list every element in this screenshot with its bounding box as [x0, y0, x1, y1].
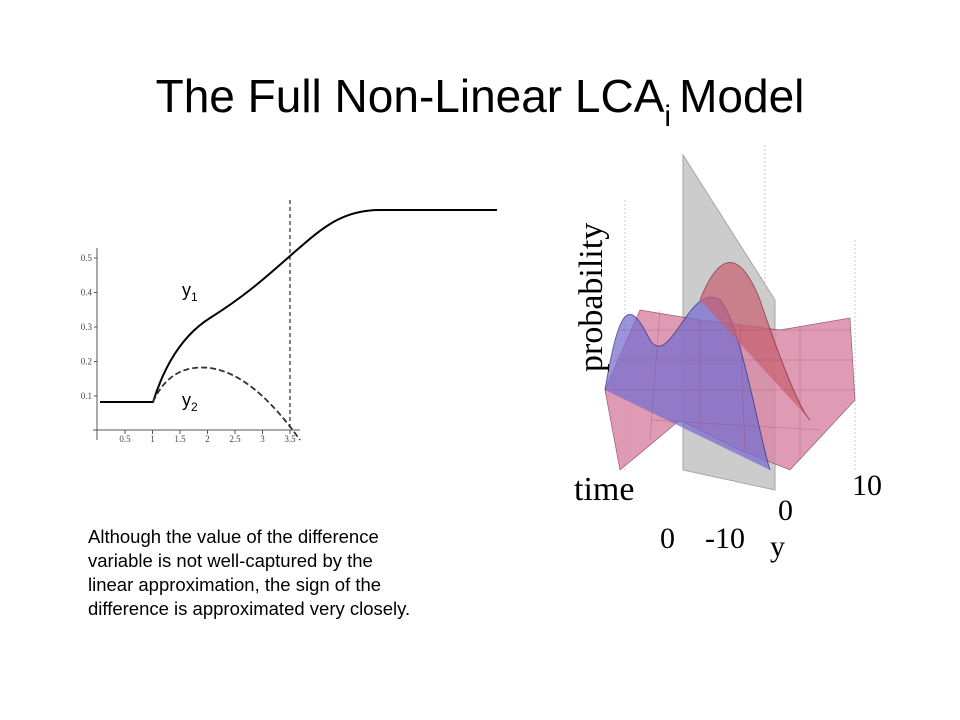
- label-sub: 2: [191, 400, 198, 414]
- label-base: y: [182, 280, 191, 300]
- y-tick-label: 0.3: [81, 322, 93, 332]
- curve-y1: [100, 209, 497, 403]
- x-tick-label: 1: [150, 434, 155, 444]
- x-tick-label: 3.5: [284, 434, 296, 444]
- title-main: The Full Non-Linear LCA: [156, 70, 665, 122]
- x-tick-label: 2.5: [229, 434, 241, 444]
- title-suffix: Model: [679, 70, 804, 122]
- caption-line: difference is approximated very closely.: [88, 598, 410, 619]
- time-tick: 0: [660, 522, 675, 555]
- x-tick-label: 3: [260, 434, 265, 444]
- title-subscript: i: [664, 100, 671, 133]
- curve-label-y1: y1: [182, 280, 198, 304]
- surface-plot: probability time 0 -10 0 10 y: [573, 145, 882, 563]
- y-tick: 0: [778, 494, 793, 527]
- x-tick-label: 2: [205, 434, 210, 444]
- time-label: time: [574, 471, 634, 508]
- label-sub: 1: [191, 290, 198, 304]
- surface-ridge: [699, 262, 811, 421]
- y-label: y: [770, 530, 785, 563]
- surface-ridge: [604, 296, 771, 471]
- caption-line: linear approximation, the sign of the: [88, 574, 381, 595]
- z-label: probability: [573, 223, 610, 372]
- caption-line: variable is not well-captured by the: [88, 550, 373, 571]
- curve-label-y2: y2: [182, 390, 198, 414]
- x-tick-label: 0.5: [119, 434, 131, 444]
- slide-title: The Full Non-Linear LCAi Model: [156, 70, 805, 133]
- y-tick-label: 0.5: [81, 253, 93, 263]
- y-tick-label: 0.1: [81, 391, 92, 401]
- caption-line: Although the value of the difference: [88, 526, 379, 547]
- label-base: y: [182, 390, 191, 410]
- line-plot: y1 y2 0.5 1 1.5 2 2.5 3 3.50.10.20.30.40.5: [81, 200, 497, 444]
- caption: Although the value of the difference vari…: [88, 526, 410, 619]
- mesh: [610, 309, 854, 460]
- y-tick-label: 0.4: [81, 288, 93, 298]
- y-tick: 10: [852, 469, 882, 502]
- x-tick-label: 1.5: [174, 434, 186, 444]
- curve-y2: [152, 366, 301, 441]
- y-tick-label: 0.2: [81, 357, 92, 367]
- y-tick: -10: [705, 522, 745, 555]
